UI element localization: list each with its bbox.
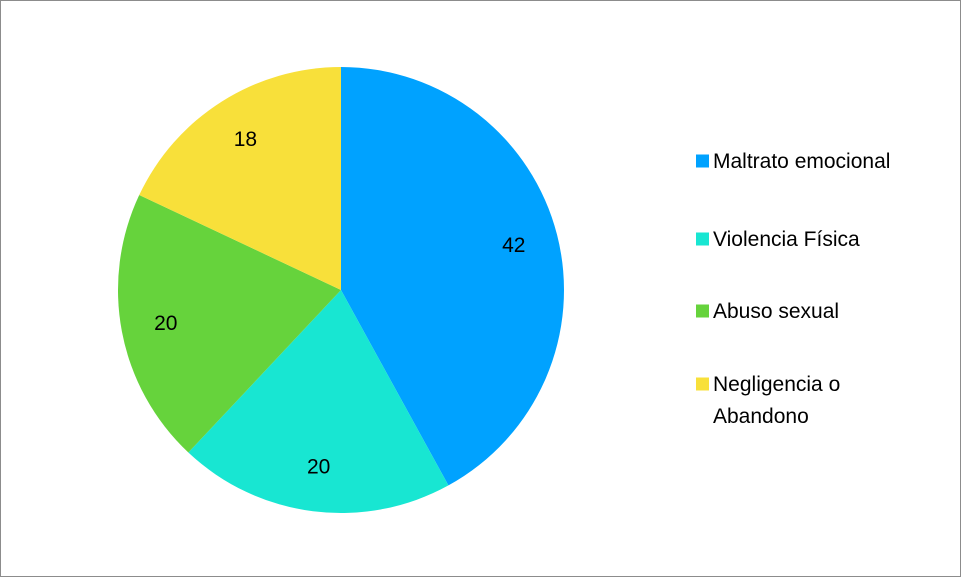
pie-slice-maltrato-emocional bbox=[341, 67, 564, 486]
pie-slice-negligencia-o-abandono bbox=[139, 67, 341, 290]
legend: Maltrato emocional Violencia Física Abuso … bbox=[696, 150, 890, 428]
legend-label-violencia-fisica: Violencia Física bbox=[713, 228, 860, 251]
data-label-negligencia-o-abandono: 18 bbox=[234, 128, 257, 151]
pie-slices bbox=[118, 67, 564, 513]
legend-swatch-maltrato-emocional bbox=[696, 154, 709, 168]
pie-data-labels: 42 20 20 18 bbox=[154, 128, 525, 479]
data-label-maltrato-emocional: 42 bbox=[502, 234, 525, 257]
legend-swatch-violencia-fisica bbox=[696, 232, 709, 246]
legend-swatch-negligencia-o-abandono bbox=[696, 377, 709, 391]
legend-swatch-abuso-sexual bbox=[696, 304, 709, 318]
pie-slice-violencia-fisica bbox=[188, 290, 449, 513]
legend-label-abuso-sexual: Abuso sexual bbox=[713, 300, 839, 323]
data-label-abuso-sexual: 20 bbox=[154, 312, 177, 335]
legend-label-maltrato-emocional: Maltrato emocional bbox=[713, 150, 890, 173]
pie-slice-abuso-sexual bbox=[118, 195, 341, 453]
data-label-violencia-fisica: 20 bbox=[307, 455, 330, 478]
legend-label-negligencia-o-abandono: Negligencia o Abandono bbox=[713, 373, 840, 428]
